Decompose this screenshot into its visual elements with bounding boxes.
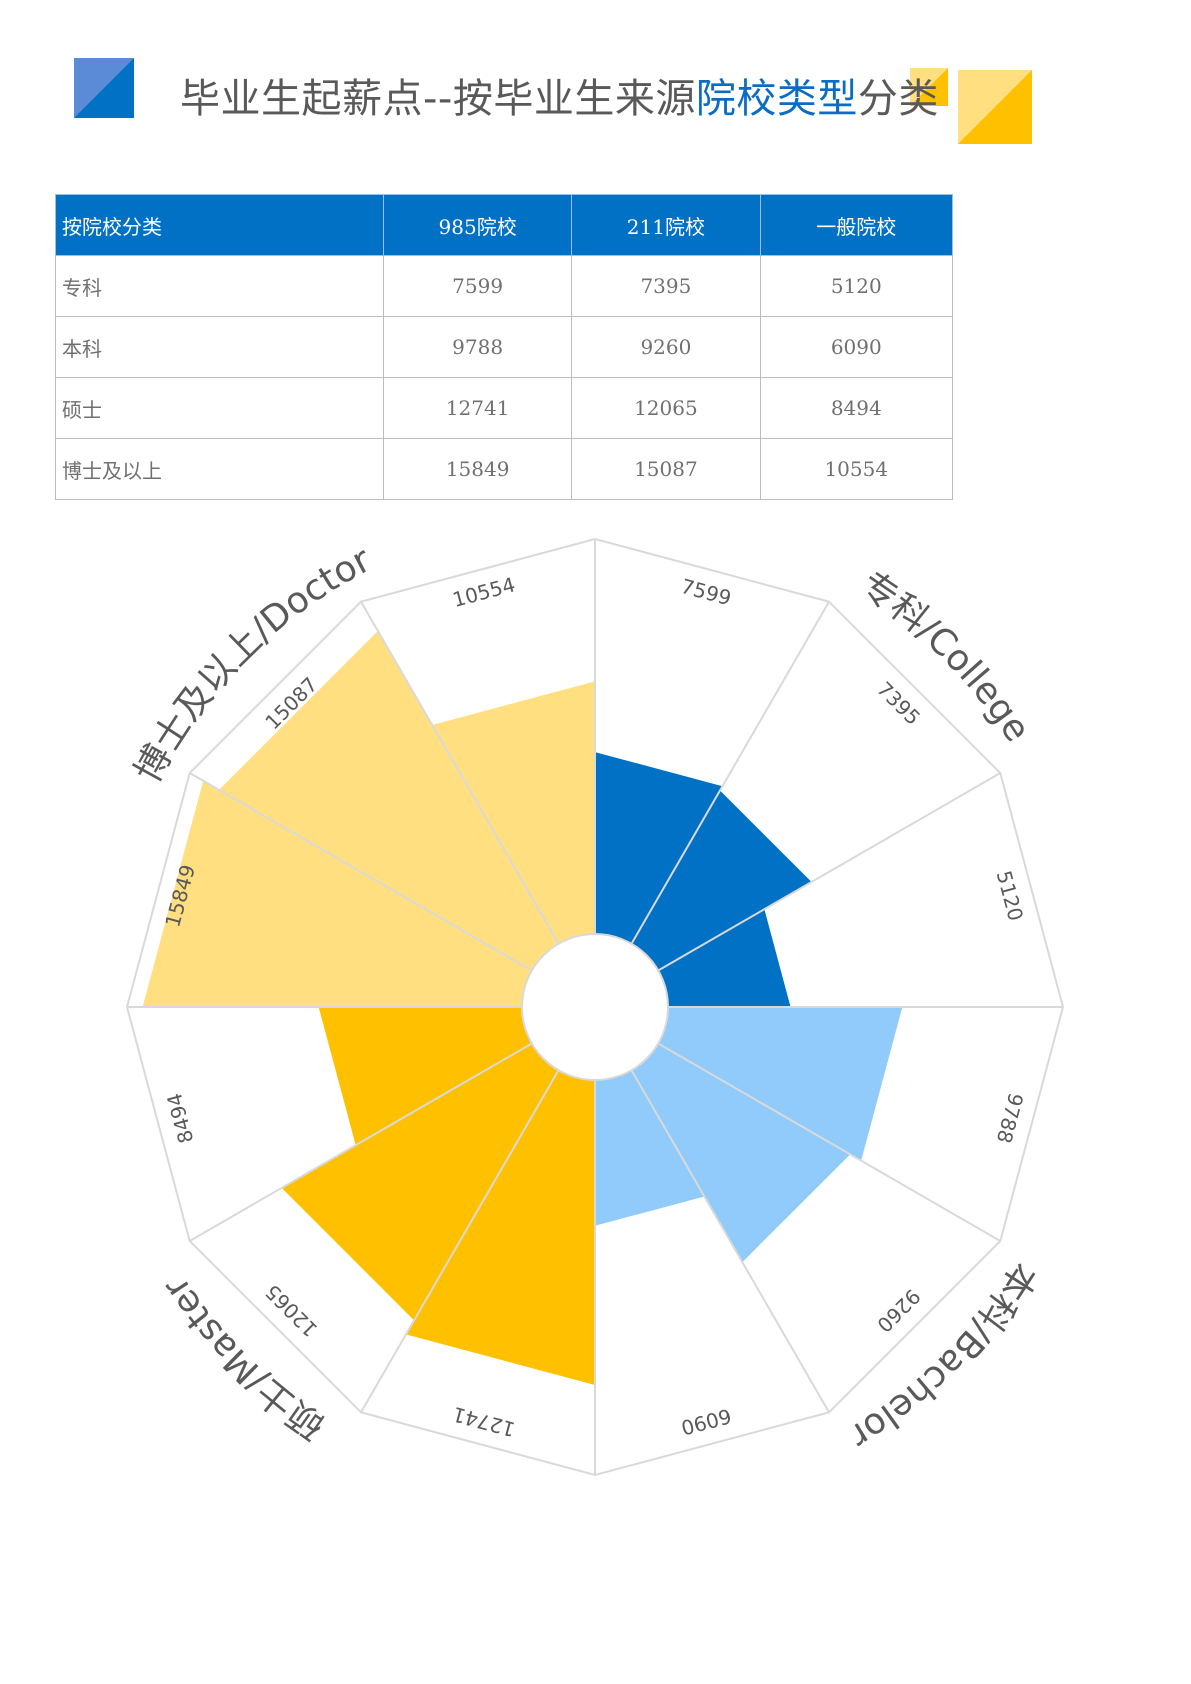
- table-cell: 本科: [55, 316, 384, 378]
- bar-wedge: [631, 1043, 851, 1263]
- header-211: 211院校: [571, 194, 761, 256]
- table-cell: 15849: [382, 438, 573, 500]
- bar-wedge: [318, 1007, 532, 1146]
- grid-spoke: [360, 601, 560, 945]
- table-row: 专科 7599 7395 5120: [55, 255, 954, 317]
- chart-center-hole: [521, 933, 669, 1081]
- title-deco-right-large-icon: [958, 70, 1032, 144]
- table-cell: 9260: [571, 316, 761, 378]
- table-cell: 8494: [759, 377, 954, 439]
- table-cell: 15087: [571, 438, 761, 500]
- table-cell: 7395: [571, 255, 761, 317]
- table-header-row: 按院校分类 985院校 211院校 一般院校: [55, 194, 954, 256]
- grid-spoke: [630, 601, 830, 945]
- grid-spoke: [189, 1042, 533, 1242]
- bar-wedge: [142, 780, 532, 1007]
- table-cell: 硕士: [55, 377, 384, 439]
- bar-wedge: [658, 909, 791, 1007]
- title-suffix: 分类: [857, 76, 939, 122]
- table-cell: 博士及以上: [55, 438, 384, 500]
- title-prefix: 毕业生起薪点--按毕业生来源: [180, 76, 696, 122]
- header-category: 按院校分类: [55, 194, 384, 256]
- table-cell: 9788: [382, 316, 573, 378]
- grid-spoke: [360, 1069, 560, 1413]
- title-deco-right-small-icon: [910, 68, 948, 106]
- table-row: 博士及以上 15849 15087 10554: [55, 438, 954, 500]
- polar-bar-chart: 7599739551209788926060901274112065849415…: [125, 537, 1065, 1477]
- table-cell: 12741: [382, 377, 573, 439]
- bar-wedge: [405, 1070, 595, 1386]
- title-highlight: 院校类型: [695, 76, 858, 122]
- bar-wedge: [595, 1070, 705, 1226]
- header-general: 一般院校: [759, 194, 954, 256]
- bar-wedge: [432, 681, 595, 944]
- bar-wedge: [658, 1007, 903, 1161]
- bar-wedge: [218, 630, 559, 971]
- table-cell: 7599: [382, 255, 573, 317]
- grid-spoke: [189, 772, 533, 972]
- table-cell: 10554: [759, 438, 954, 500]
- table-cell: 5120: [759, 255, 954, 317]
- title-deco-left-icon: [74, 58, 134, 118]
- table-cell: 12065: [571, 377, 761, 439]
- grid-spoke: [657, 772, 1001, 972]
- table-cell: 6090: [759, 316, 954, 378]
- bar-wedge: [631, 790, 812, 971]
- bar-wedge: [595, 752, 723, 944]
- table-row: 本科 9788 9260 6090: [55, 316, 954, 378]
- table-cell: 专科: [55, 255, 384, 317]
- salary-table: 按院校分类 985院校 211院校 一般院校 专科 7599 7395 5120…: [55, 194, 954, 500]
- table-row: 硕士 12741 12065 8494: [55, 377, 954, 439]
- bar-wedge: [281, 1043, 559, 1321]
- page-title: 毕业生起薪点--按毕业生来源院校类型分类: [180, 66, 939, 124]
- grid-spoke: [657, 1042, 1001, 1242]
- grid-spoke: [630, 1069, 830, 1413]
- header-985: 985院校: [382, 194, 573, 256]
